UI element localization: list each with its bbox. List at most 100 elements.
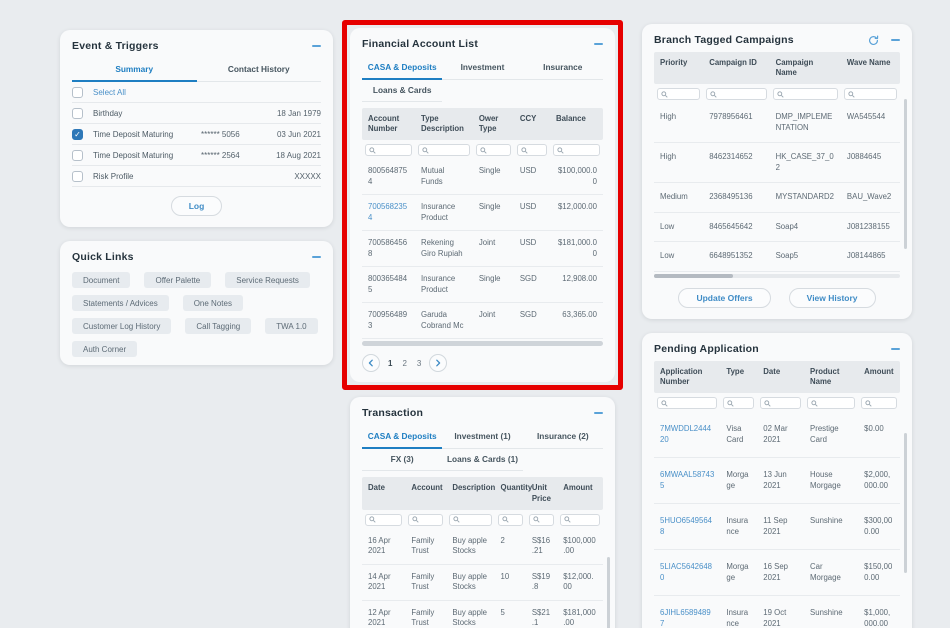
filter-input[interactable] [365, 513, 403, 526]
tab-casa-deposits[interactable]: CASA & Deposits [362, 426, 443, 450]
collapse-icon[interactable] [891, 347, 900, 350]
table-row: 7005864568 Rekening Giro Rupiah Joint USD $1… [362, 231, 603, 268]
collapse-icon[interactable] [594, 412, 603, 415]
row-link[interactable]: 6JIHL65894897 [660, 608, 711, 628]
horizontal-scrollbar[interactable] [362, 341, 603, 347]
collapse-icon[interactable] [312, 256, 321, 258]
scrollbar-thumb[interactable] [654, 273, 733, 278]
quick-link-auth-corner[interactable]: Auth Corner [72, 341, 138, 357]
tab-fx-3[interactable]: FX (3) [362, 449, 443, 472]
table-cell: $1,000,000.00 [864, 608, 891, 628]
filter-input[interactable] [706, 88, 767, 101]
filter-input[interactable] [760, 397, 802, 410]
row-link[interactable]: 5HUO65495648 [660, 516, 713, 536]
table-cell: $150,000.00 [864, 562, 893, 582]
vertical-scrollbar[interactable] [904, 99, 907, 249]
filter-cell [473, 144, 514, 157]
filter-input[interactable] [449, 513, 492, 526]
table-cell: 2 [500, 535, 505, 545]
tab-insurance-2[interactable]: Insurance (2) [522, 426, 603, 450]
page-number-1[interactable]: 1 [388, 358, 393, 368]
quick-link-twa-1-0[interactable]: TWA 1.0 [265, 318, 318, 334]
table-cell: Mutual Funds [421, 166, 445, 186]
quick-link-one-notes[interactable]: One Notes [182, 295, 243, 311]
filter-input[interactable] [552, 144, 600, 157]
filter-input[interactable] [657, 397, 718, 410]
table-cell: $100,000.00 [557, 166, 597, 186]
filter-input[interactable] [475, 144, 511, 157]
filter-input[interactable] [365, 144, 413, 157]
prev-page-button[interactable] [362, 354, 380, 373]
table-cell: WA545544 [846, 112, 886, 122]
event-label[interactable]: Select All [93, 87, 126, 97]
quick-link-offer-palette[interactable]: Offer Palette [144, 272, 212, 288]
filter-input[interactable] [418, 144, 470, 157]
search-icon [661, 399, 668, 407]
tab-loans-cards[interactable]: Loans & Cards [362, 80, 443, 102]
quick-link-statements-advices[interactable]: Statements / Advices [72, 295, 169, 311]
tab-summary[interactable]: Summary [72, 59, 197, 82]
filter-input[interactable] [408, 513, 444, 526]
checkbox[interactable] [72, 149, 83, 161]
filter-input[interactable] [843, 88, 897, 101]
tab-loans-cards-1[interactable]: Loans & Cards (1) [442, 449, 523, 472]
filter-input[interactable] [528, 513, 555, 526]
row-link[interactable]: 7005682354 [368, 202, 408, 222]
refresh-icon[interactable] [868, 35, 879, 46]
checkbox[interactable] [72, 170, 83, 182]
column-header-product-name: Product Name [810, 366, 840, 386]
table-cell: 02 Mar 2021 [763, 424, 788, 444]
vertical-scrollbar[interactable] [607, 557, 610, 628]
tab-contact-history[interactable]: Contact History [196, 59, 321, 82]
tab-casa-deposits[interactable]: CASA & Deposits [362, 57, 443, 80]
quick-link-document[interactable]: Document [72, 272, 131, 288]
filter-input[interactable] [772, 88, 838, 101]
quick-link-service-requests[interactable]: Service Requests [225, 272, 310, 288]
column-header-date: Date [763, 366, 781, 376]
filter-input[interactable] [861, 397, 897, 410]
filter-input[interactable] [657, 88, 701, 101]
page-number-2[interactable]: 2 [402, 358, 407, 368]
event-date: 03 Jun 2021 [276, 129, 321, 139]
vertical-scrollbar[interactable] [904, 432, 907, 573]
event-date: 18 Aug 2021 [276, 150, 321, 160]
horizontal-scrollbar[interactable] [654, 273, 900, 278]
table-cell: 10 [500, 571, 510, 581]
collapse-icon[interactable] [891, 39, 900, 41]
filter-cell [654, 88, 703, 101]
events-panel-header: Event & Triggers [72, 40, 321, 52]
filter-input[interactable] [723, 397, 755, 410]
event-row: Risk Profile XXXXX [72, 166, 321, 187]
view-history-button[interactable]: View History [788, 287, 876, 308]
table-cell: House Morgage [810, 470, 841, 490]
column-header-account: Account [411, 483, 443, 493]
tab-investment-1[interactable]: Investment (1) [442, 426, 523, 450]
table-cell: S$16.21 [531, 535, 551, 556]
transaction-panel-header: Transaction [362, 407, 603, 419]
filter-input[interactable] [497, 513, 523, 526]
quick-link-customer-log-history[interactable]: Customer Log History [72, 318, 172, 334]
quick-link-call-tagging[interactable]: Call Tagging [185, 318, 252, 334]
checkbox[interactable] [72, 86, 83, 98]
financial-tabs: CASA & Deposits Investment Insurance Loans … [362, 57, 603, 102]
filter-input[interactable] [560, 513, 600, 526]
page-number-3[interactable]: 3 [416, 358, 422, 368]
update-offers-button[interactable]: Update Offers [678, 287, 771, 308]
tab-investment[interactable]: Investment [442, 57, 523, 80]
table-cell: Buy apple Stocks [452, 571, 488, 592]
collapse-icon[interactable] [594, 43, 603, 45]
checkbox[interactable]: ✓ [72, 128, 83, 140]
row-link[interactable]: 5LIAC56426480 [660, 562, 713, 582]
filter-input[interactable] [807, 397, 856, 410]
log-button[interactable]: Log [170, 196, 223, 216]
tab-insurance[interactable]: Insurance [522, 57, 603, 80]
transaction-table: Date Account Description Quantity Unit Price… [362, 477, 603, 628]
collapse-icon[interactable] [312, 45, 321, 47]
row-link[interactable]: 7MWDDL244420 [660, 424, 712, 444]
filter-input[interactable] [516, 144, 547, 157]
table-header-row: Application Number Type Date Product Name Am… [654, 360, 900, 394]
next-page-button[interactable] [429, 354, 448, 373]
row-link[interactable]: 6MWAAL587435 [660, 470, 715, 490]
checkbox[interactable] [72, 107, 83, 119]
table-cell: 8462314652 [709, 152, 753, 162]
